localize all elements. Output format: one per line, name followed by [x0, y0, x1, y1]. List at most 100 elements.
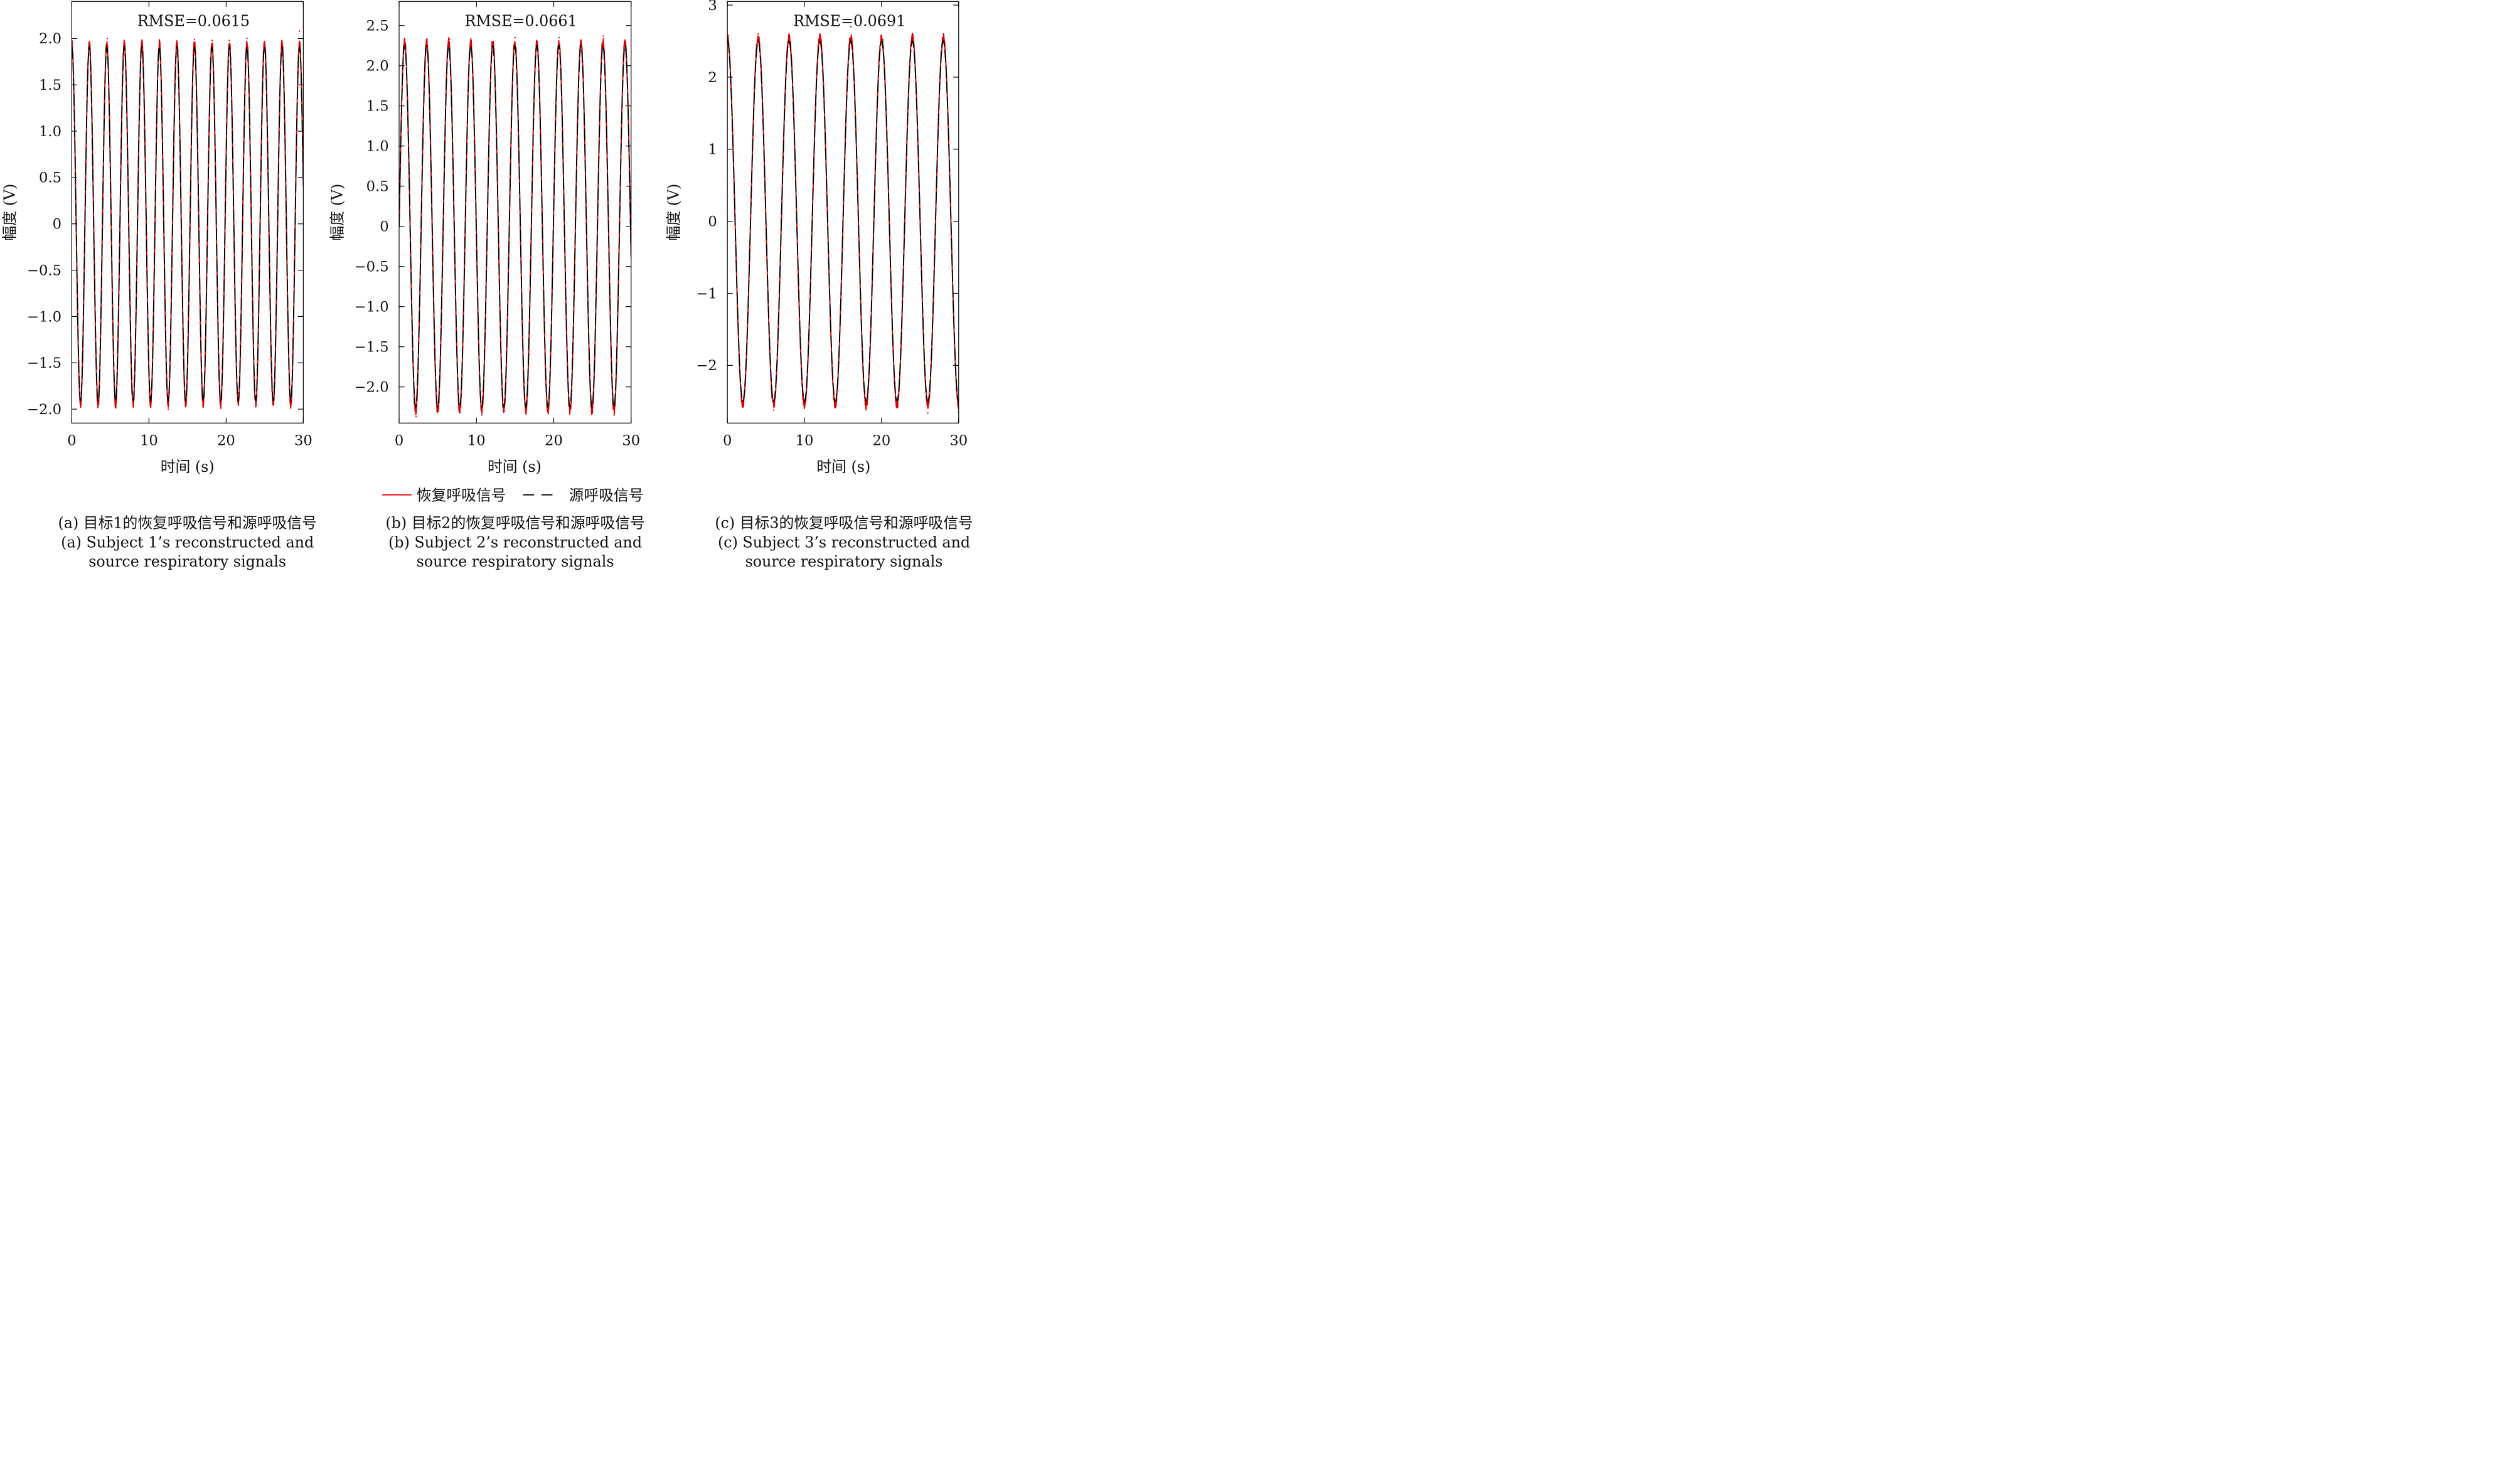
- restored-peak-point-b-6: [537, 41, 538, 43]
- y-tick-label-c-4: 2: [708, 70, 717, 86]
- plot-area-b: [399, 35, 631, 418]
- y-ticks-c: −2 −1 0 1 2 3: [696, 0, 959, 374]
- y-tick-label-c-1: −1: [696, 285, 717, 302]
- series-source-line-a: [72, 45, 304, 402]
- x-tick-label-a-0: 0: [67, 432, 76, 449]
- y-tick-label-a-4: 0: [53, 216, 61, 233]
- y-tick-label-a-0: −2.0: [27, 402, 61, 418]
- y-axis-label-b: 幅度 (V): [328, 184, 346, 241]
- restored-trough-point-b-7: [569, 410, 571, 412]
- restored-trough-point-c-3: [835, 402, 836, 404]
- restored-peak-point-b-2: [448, 38, 451, 40]
- y-tick-label-a-7: 1.5: [39, 77, 61, 93]
- y-ticks-a: −2.0 −1.5 −1.0 −0.5 0 0.5 1.0 1.5 2.0: [27, 31, 304, 418]
- y-tick-label-b-4: 0: [380, 219, 388, 235]
- legend-restored-label: 恢复呼吸信号: [417, 486, 506, 504]
- restored-trough-point-b-0: [415, 415, 417, 418]
- caption-a-en-line2: source respiratory signals: [88, 553, 286, 570]
- plot-frame-c: [727, 1, 959, 424]
- restored-peak-point-a-5: [159, 41, 161, 43]
- restored-peak-point-a-7: [193, 38, 196, 41]
- restored-trough-point-b-5: [525, 410, 527, 412]
- restored-trough-point-b-1: [437, 410, 440, 412]
- y-tick-label-a-1: −1.5: [27, 355, 61, 371]
- restored-trough-point-a-0: [79, 401, 82, 403]
- x-tick-label-b-2: 20: [545, 432, 563, 449]
- caption-b: (b) 目标2的恢复呼吸信号和源呼吸信号 (b) Subject 2’s rec…: [385, 514, 644, 570]
- figure: RMSE=0.0615 时间 (s) 幅度 (V) 0 10 20 30 −2.0 −1…: [0, 0, 984, 572]
- restored-trough-point-b-9: [613, 414, 615, 416]
- caption-a-en-line1: (a) Subject 1’s reconstructed and: [61, 534, 314, 551]
- restored-trough-point-b-6: [547, 412, 550, 415]
- x-ticks-a: 0 10 20 30: [67, 1, 312, 449]
- chart-panel-a: RMSE=0.0615 时间 (s) 幅度 (V) 0 10 20 30 −2.0 −1…: [1, 1, 312, 476]
- restored-peak-point-c-0: [727, 35, 729, 36]
- y-tick-label-a-3: −0.5: [27, 262, 61, 279]
- y-tick-label-b-8: 2.0: [366, 58, 389, 75]
- restored-peak-point-b-1: [426, 41, 428, 43]
- restored-trough-point-c-2: [803, 404, 806, 406]
- caption-a: (a) 目标1的恢复呼吸信号和源呼吸信号 (a) Subject 1’s rec…: [58, 514, 316, 570]
- caption-c-en-line1: (c) Subject 3’s reconstructed and: [718, 534, 970, 551]
- restored-trough-point-a-1: [97, 403, 99, 405]
- restored-peak-point-c-6: [911, 33, 914, 35]
- x-tick-label-a-1: 10: [140, 432, 158, 449]
- restored-trough-point-b-2: [459, 412, 461, 413]
- y-tick-label-a-6: 1.0: [39, 124, 61, 140]
- restored-peak-point-b-4: [493, 41, 494, 43]
- y-axis-label-a: 幅度 (V): [1, 184, 18, 241]
- restored-peak-point-a-1: [88, 42, 90, 44]
- restored-peak-point-c-4: [850, 26, 852, 28]
- chart-panel-b: RMSE=0.0661 时间 (s) 幅度 (V) 0 10 20 30 −2.0 −1…: [328, 1, 640, 476]
- restored-trough-point-c-1: [772, 409, 775, 411]
- y-tick-label-a-5: 0.5: [39, 170, 61, 186]
- y-tick-label-a-8: 2.0: [39, 31, 61, 47]
- x-axis-label-b: 时间 (s): [488, 458, 542, 476]
- restored-peak-point-b-10: [624, 39, 626, 41]
- restored-peak-point-c-2: [788, 35, 790, 36]
- y-tick-label-a-2: −1.0: [27, 309, 61, 325]
- restored-trough-point-b-8: [591, 410, 594, 412]
- restored-trough-point-a-7: [202, 403, 204, 405]
- y-tick-label-b-0: −2.0: [355, 380, 389, 396]
- restored-peak-point-a-4: [141, 40, 143, 43]
- caption-c-en-line2: source respiratory signals: [745, 553, 943, 570]
- restored-peak-point-c-5: [880, 35, 883, 36]
- x-tick-label-a-2: 20: [217, 432, 235, 449]
- restored-peak-point-a-3: [123, 40, 125, 41]
- plot-area-a: [72, 30, 304, 410]
- restored-trough-point-a-5: [167, 408, 169, 410]
- restored-trough-point-c-4: [865, 409, 867, 411]
- x-axis-label-c: 时间 (s): [816, 458, 870, 476]
- y-tick-label-c-0: −2: [696, 358, 717, 374]
- restored-trough-point-a-11: [272, 403, 274, 405]
- x-tick-label-c-1: 10: [796, 432, 814, 449]
- x-tick-label-a-3: 30: [294, 432, 312, 449]
- y-tick-label-c-2: 0: [708, 213, 717, 230]
- x-tick-label-c-0: 0: [723, 432, 732, 449]
- y-tick-label-b-6: 1.0: [366, 139, 389, 155]
- caption-b-en-line1: (b) Subject 2’s reconstructed and: [388, 534, 642, 551]
- x-axis-label-a: 时间 (s): [161, 458, 215, 476]
- y-tick-label-b-5: 0.5: [366, 179, 389, 195]
- restored-peak-point-a-10: [246, 38, 248, 40]
- restored-trough-point-c-0: [742, 406, 744, 408]
- figure-canvas: RMSE=0.0615 时间 (s) 幅度 (V) 0 10 20 30 −2.0−1…: [1, 0, 973, 570]
- y-tick-label-c-3: 1: [708, 142, 717, 158]
- series-source-line-c: [727, 40, 959, 402]
- y-ticks-b: −2.0 −1.5 −1.0 −0.5 0 0.5 1.0 1.5 2.0 2.5: [355, 18, 631, 396]
- x-tick-label-c-2: 20: [873, 432, 891, 449]
- y-tick-label-b-3: −0.5: [355, 259, 389, 275]
- y-tick-label-b-9: 2.5: [366, 18, 389, 35]
- plot-area-c: [727, 26, 959, 414]
- restored-trough-point-b-4: [503, 410, 505, 412]
- chart-panel-c: RMSE=0.0691 时间 (s) 幅度 (V) 0 10 20 30 −2 −1 0 1…: [665, 0, 968, 476]
- restored-trough-point-a-8: [220, 405, 222, 407]
- rmse-annotation-c: RMSE=0.0691: [793, 12, 905, 29]
- plot-frame-b: [398, 1, 632, 424]
- caption-b-en-line2: source respiratory signals: [417, 553, 614, 570]
- x-ticks-b: 0 10 20 30: [395, 1, 640, 449]
- caption-c-cn: (c) 目标3的恢复呼吸信号和源呼吸信号: [715, 514, 973, 531]
- restored-trough-point-c-5: [896, 400, 898, 402]
- y-tick-label-b-2: −1.0: [355, 299, 389, 316]
